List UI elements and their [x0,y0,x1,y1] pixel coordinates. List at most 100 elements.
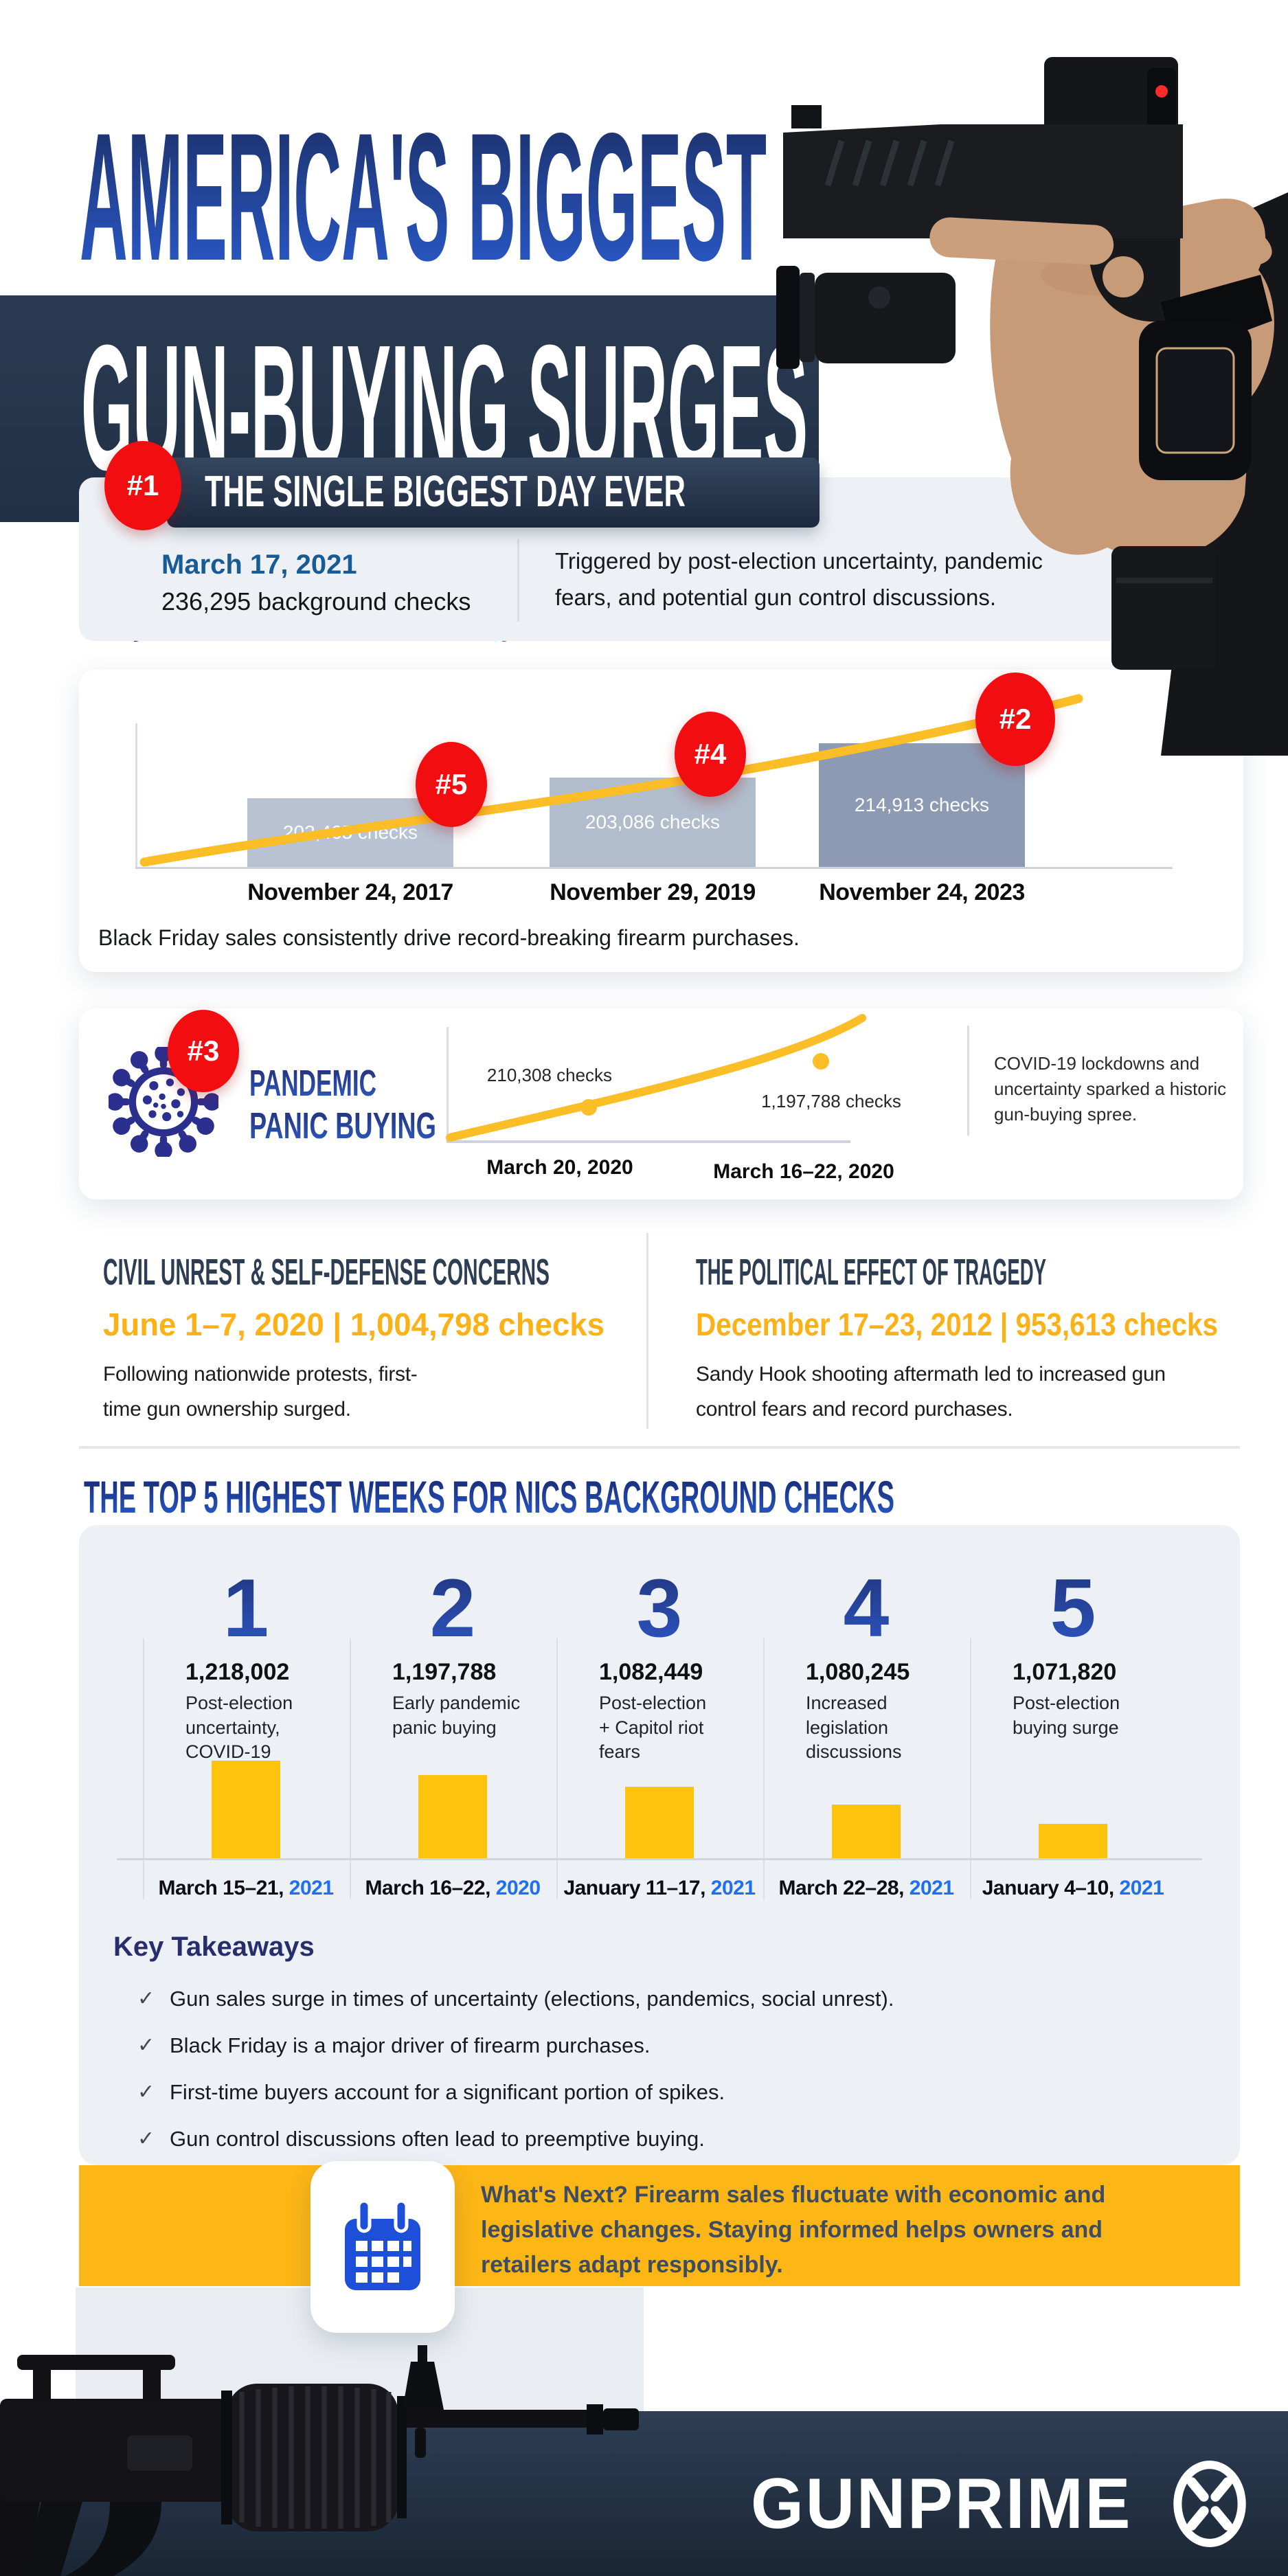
carry-handle-leg-2 [143,2370,161,2403]
top5-heading: THE TOP 5 HIGHEST WEEKS FOR NICS BACKGRO… [84,1471,894,1522]
top5-value-5: 1,071,820 [1013,1659,1117,1685]
events-divider [646,1233,648,1429]
pan-point-2 [813,1053,829,1070]
pandemic-card: #3 PANDEMIC PANIC BUYING 210,308 checks … [79,1008,1243,1199]
top5-date-4-year: 2021 [909,1877,954,1899]
event-right-stat: December 17–23, 2012 | 953,613 checks [696,1307,1218,1342]
top5-desc-1: Post-election uncertainty, COVID-19 [185,1693,293,1763]
rank-badge-4-label: #4 [694,738,727,770]
biggest-day-header-svg: THE SINGLE BIGGEST DAY EVER [205,468,686,516]
event-left-title: CIVIL UNREST & SELF-DEFENSE CONCERNS [103,1252,550,1291]
front-sight-pin [418,2345,427,2364]
rifle-receiver [0,2399,227,2502]
top5-rank-3: 3 [591,1561,728,1656]
top5-date-2-prefix: March 16–22, [365,1877,490,1899]
pandemic-title-line2: PANIC BUYING [249,1105,436,1146]
top5-divider-1 [143,1638,144,1899]
bf-bar-2023-label: 214,913 checks [854,794,990,815]
top5-divider-5 [970,1638,971,1899]
top5-date-4: March 22–28, 2021 [763,1877,969,1900]
check-icon-1: ✓ [137,1987,155,2010]
rank-badge-5: #5 [416,742,487,827]
top5-date-5: January 4–10, 2021 [970,1877,1176,1900]
pan-desc: COVID-19 lockdowns and uncertainty spark… [994,1053,1227,1125]
biggest-day-desc: Triggered by post-election uncertainty, … [555,548,1043,611]
pistol-slide [783,124,1183,238]
pan-baseline [447,1140,850,1143]
rifle-barrel [407,2410,587,2428]
bf-bar-2023: 214,913 checks [819,743,1025,867]
smartwatch-screen [1155,347,1235,454]
slide-serrations [824,139,955,187]
top5-date-2: March 16–22, 2020 [350,1877,556,1900]
key-takeaways-heading: Key Takeaways [113,1932,315,1962]
top5-date-1: March 15–21, 2021 [143,1877,349,1900]
rank-badge-1-label: #1 [126,469,159,501]
top5-bar-4 [832,1805,901,1858]
biggest-day-date: March 17, 2021 [161,550,357,580]
biggest-day-divider [517,539,519,622]
top5-desc-5: Post-election buying surge [1013,1693,1120,1738]
pan-line-chart [446,1014,866,1142]
top5-date-5-prefix: January 4–10, [982,1877,1114,1899]
rank-badge-2-label: #2 [999,703,1032,735]
events-bottom-hairline [79,1446,1240,1449]
biggest-day-checks: 236,295 background checks [161,587,471,615]
rank-badge-1: #1 [104,441,181,530]
takeaway-item-2: Black Friday is a major driver of firear… [170,2033,651,2057]
top5-date-4-prefix: March 22–28, [778,1877,904,1899]
top5-desc-4: Increased legislation discussions [806,1693,902,1763]
carry-handle-leg-1 [33,2370,51,2403]
thumb-shape [1160,207,1272,267]
pan-y-axis [447,1027,449,1142]
calendar-card [310,2161,455,2333]
top5-value-4: 1,080,245 [806,1659,910,1685]
top5-date-2-year: 2020 [495,1877,541,1899]
bf-date-2019: November 29, 2019 [550,879,756,905]
muzzle-device [603,2408,639,2430]
pan-point1-label: 210,308 checks [486,1065,613,1085]
top5-date-1-year: 2021 [289,1877,334,1899]
event-left-stat-svg: June 1–7, 2020 | 1,004,798 checks [103,1307,605,1342]
handguard-cap-rear [221,2391,232,2524]
brand-reticle-icon [1173,2461,1247,2547]
bf-date-2023: November 24, 2023 [819,879,1025,905]
top5-divider-2 [350,1638,351,1899]
carry-handle-rail [17,2355,175,2370]
whats-next-text: What's Next? Firearm sales fluctuate wit… [481,2182,1106,2278]
takeaway-item-1: Gun sales surge in times of uncertainty … [170,1987,894,2011]
light-knob [868,286,890,308]
index-finger [929,217,1114,265]
top5-bar-3 [625,1787,694,1858]
ejection-port [127,2435,192,2471]
top5-desc-3: Post-election + Capitol riot fears [599,1693,707,1763]
magazine-baseplate [1111,546,1216,670]
event-left-title-svg: CIVIL UNREST & SELF-DEFENSE CONCERNS [103,1252,550,1291]
event-right-stat-svg: December 17–23, 2012 | 953,613 checks [696,1307,1218,1342]
main-title-line1-text: AMERICA'S BIGGEST [80,102,767,291]
bf-baseline [135,867,1173,869]
top5-bar-1 [212,1761,280,1858]
pan-point2-label: 1,197,788 checks [761,1091,901,1111]
check-icon-2: ✓ [137,2034,155,2057]
event-right-title: THE POLITICAL EFFECT OF TRAGEDY [696,1252,1046,1291]
pan-point-1 [580,1099,597,1116]
pan-date-1: March 20, 2020 [486,1156,633,1179]
bf-caption: Black Friday sales consistently drive re… [98,925,800,950]
takeaway-item-4: Gun control discussions often lead to pr… [170,2127,705,2151]
top5-date-3: January 11–17, 2021 [556,1877,762,1900]
top5-date-3-prefix: January 11–17, [563,1877,705,1899]
handguard-cap-front [397,2396,407,2518]
front-sight-post [403,2362,444,2410]
top5-bar-5 [1039,1824,1107,1858]
pistol-photo-illustration [776,57,1288,756]
top5-baseline [117,1858,1202,1860]
top5-card: 1 2 3 4 5 1,218,002 1,197,788 1,082,449 … [79,1525,1240,2165]
whats-next-banner: What's Next? Firearm sales fluctuate wit… [79,2165,1240,2286]
top5-value-3: 1,082,449 [599,1659,703,1685]
event-right-desc: Sandy Hook shooting aftermath led to inc… [696,1363,1166,1421]
sling-swivel [415,2428,426,2458]
flashlight-bezel [776,266,800,369]
calendar-icon [345,2200,420,2290]
